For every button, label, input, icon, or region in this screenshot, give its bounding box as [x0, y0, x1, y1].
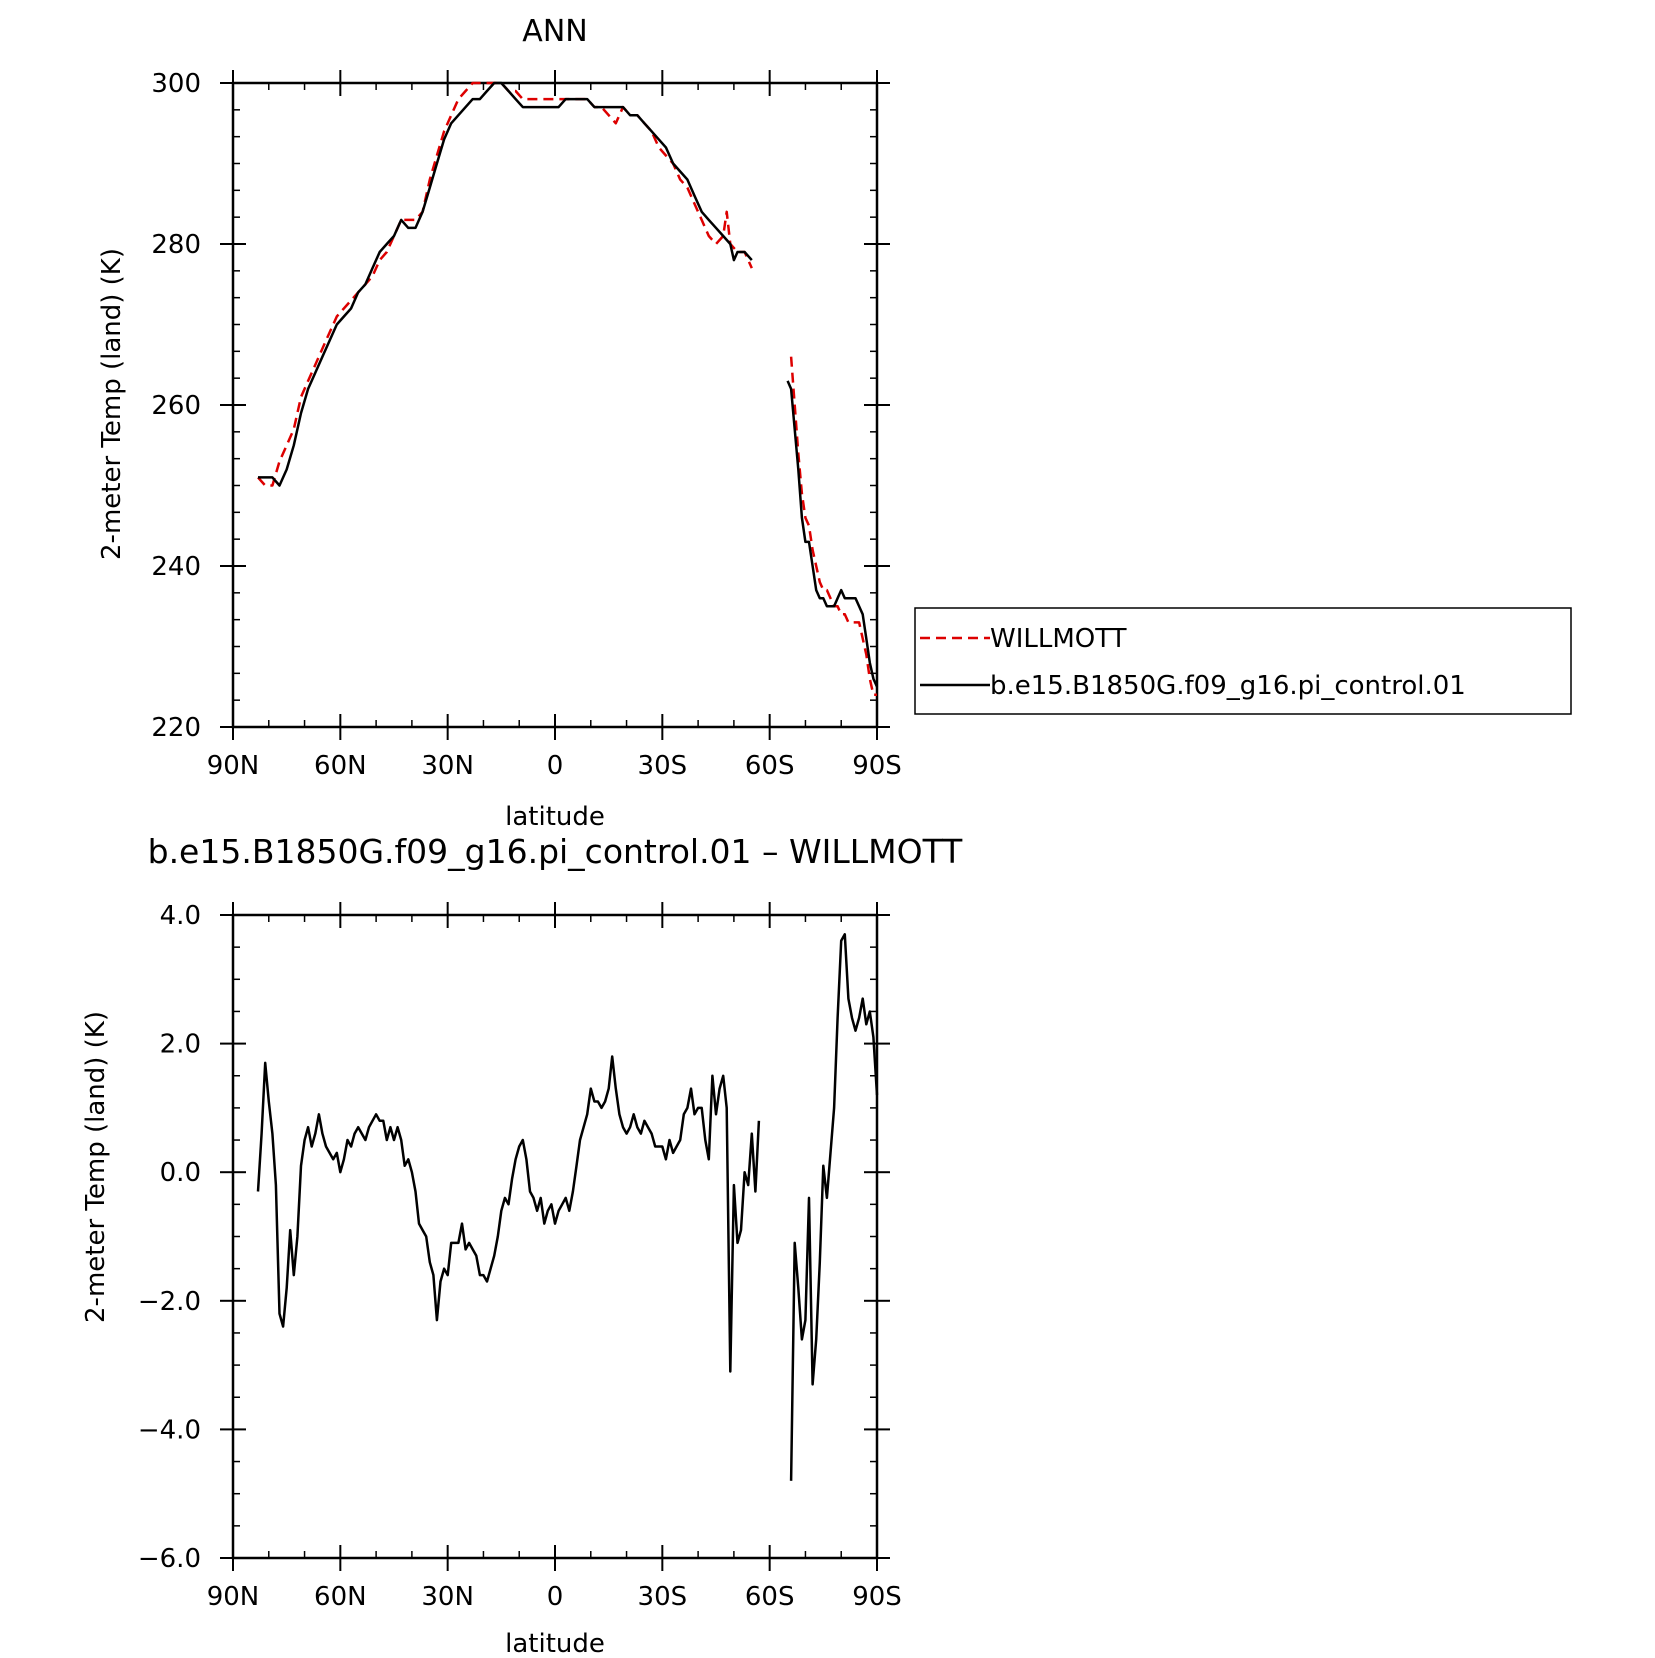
top-x-tick-label: 60N	[314, 751, 367, 781]
top-x-tick-label: 90S	[852, 751, 902, 781]
top-y-tick-label: 240	[151, 552, 201, 582]
bottom-x-tick-label: 0	[547, 1582, 564, 1612]
bottom-series-0-line-segment-1	[789, 933, 879, 1481]
top-y-tick-label: 220	[151, 713, 201, 743]
legend-label-willmott: WILLMOTT	[990, 624, 1127, 654]
top-panel-temperature: ANN latitude 2-meter Temp (land) (K) 90N…	[97, 14, 902, 832]
bottom-y-tick-label: −6.0	[138, 1544, 201, 1574]
legend-box	[914, 607, 1572, 715]
legend: WILLMOTT b.e15.B1850G.f09_g16.pi_control…	[914, 607, 1572, 715]
bottom-x-tick-label: 90N	[207, 1582, 260, 1612]
bottom-series-0-line-segment-0	[256, 1055, 761, 1373]
bottom-plot-frame	[231, 913, 879, 1560]
bottom-y-tick-label: 2.0	[160, 1030, 201, 1060]
top-plot-frame	[231, 81, 879, 729]
top-x-tick-label: 60S	[745, 751, 795, 781]
bottom-panel-title: b.e15.B1850G.f09_g16.pi_control.01 – WIL…	[148, 832, 964, 871]
top-x-tick-label: 90N	[207, 751, 260, 781]
top-series-1-line-segment-1	[786, 380, 879, 688]
bottom-panel-difference: b.e15.B1850G.f09_g16.pi_control.01 – WIL…	[81, 832, 963, 1658]
top-y-tick-label: 300	[151, 69, 201, 99]
bottom-x-tick-label: 60S	[745, 1582, 795, 1612]
bottom-x-tick-label: 30N	[421, 1582, 474, 1612]
top-x-tick-label: 0	[547, 751, 564, 781]
top-y-tick-label: 260	[151, 391, 201, 421]
bottom-panel-x-axis-title: latitude	[505, 1629, 605, 1658]
top-y-tick-label: 280	[151, 230, 201, 260]
bottom-y-tick-label: 4.0	[160, 901, 201, 931]
bottom-x-tick-label: 90S	[852, 1582, 902, 1612]
top-x-tick-label: 30S	[638, 751, 688, 781]
bottom-y-tick-label: −4.0	[138, 1415, 201, 1445]
top-panel-x-axis-title: latitude	[505, 802, 605, 832]
bottom-panel-y-axis-title: 2-meter Temp (land) (K)	[81, 1011, 111, 1323]
bottom-y-tick-label: 0.0	[160, 1158, 201, 1188]
legend-label-model: b.e15.B1850G.f09_g16.pi_control.01	[990, 671, 1466, 701]
top-x-tick-label: 30N	[421, 751, 474, 781]
bottom-y-tick-label: −2.0	[138, 1287, 201, 1317]
top-series-1-line-segment-0	[258, 81, 753, 487]
top-series-0-line-segment-0	[257, 81, 753, 487]
bottom-x-tick-label: 30S	[638, 1582, 688, 1612]
top-panel-y-axis-title: 2-meter Temp (land) (K)	[97, 248, 127, 560]
top-panel-title: ANN	[522, 14, 587, 49]
bottom-x-tick-label: 60N	[314, 1582, 367, 1612]
